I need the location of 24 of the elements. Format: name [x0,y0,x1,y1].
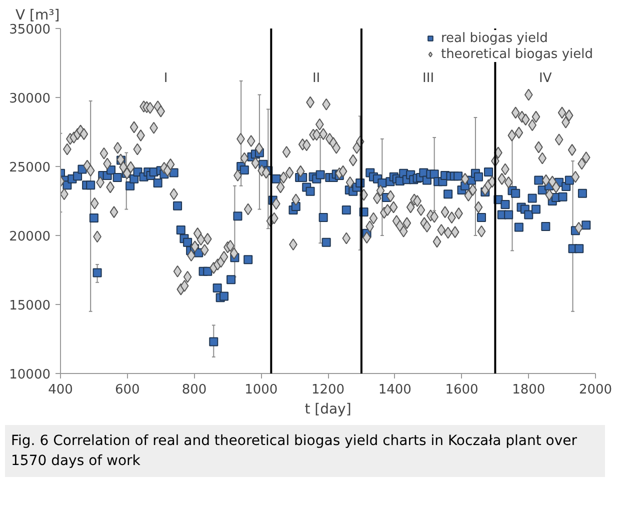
x-tick-label: 1000 [244,382,278,398]
y-tick-label: 10000 [9,368,51,382]
x-tick-label: 1800 [512,382,546,398]
caption: Fig. 6 Correlation of real and theoretical biogas yield charts in Koczała plant over 1570 days of work [11,432,578,471]
x-tick-label: 1400 [378,382,412,398]
y-axis-title: V [m³] [16,8,60,24]
x-tick-label: 600 [114,382,140,398]
annotation: IV [538,71,552,86]
y-tick-label: 15000 [9,298,51,314]
annotation: III [422,71,434,86]
annotation: II [312,71,320,86]
y-tick-label: 30000 [9,92,51,106]
x-tick-label: 1600 [445,382,478,398]
x-tick-label: 800 [182,382,207,398]
y-tick-label: 20000 [9,230,51,244]
x-tick-label: 2000 [578,382,612,398]
legend-label: real biogas yield [440,30,548,46]
legend-label: theoretical biogas yield [440,46,593,62]
y-tick-label: 25000 [9,160,51,176]
annotation: I [164,71,168,86]
y-tick-label: 35000 [9,22,51,38]
x-tick-label: 1200 [311,382,345,398]
x-tick-label: 400 [48,382,73,398]
x-axis-title: t [day] [304,402,352,418]
